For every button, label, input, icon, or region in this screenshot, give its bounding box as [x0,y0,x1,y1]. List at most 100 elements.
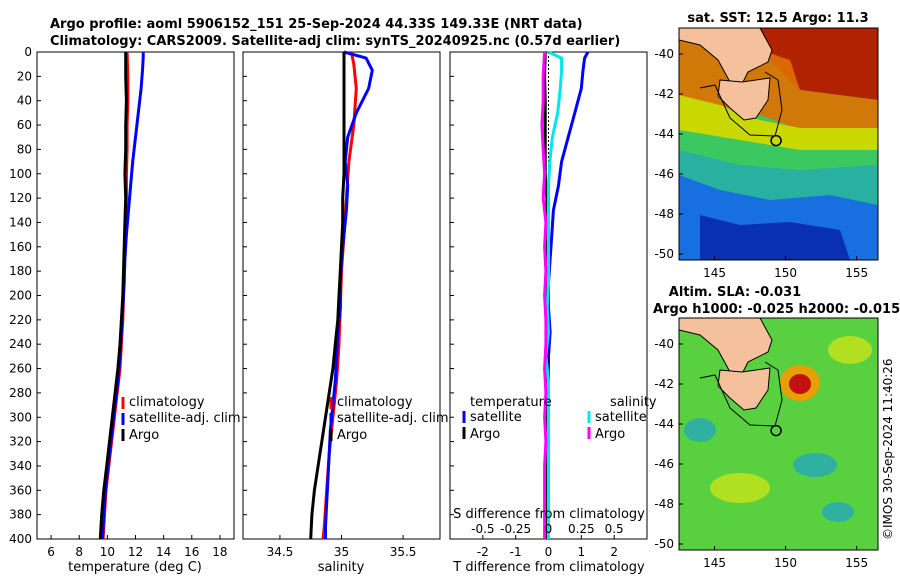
map-x-tick-label: 145 [703,266,726,280]
salinity-x-tick-label: 35 [334,545,349,559]
legend-label-s-satellite: satellite [595,410,647,425]
legend-label-argo: Argo [337,428,367,443]
series-line-salinity-argo [540,51,548,539]
copyright-credit: ©IMOS 30-Sep-2024 11:40:26 [881,358,895,540]
salinity-x-tick-label: 34.5 [267,545,294,559]
depth-tick-label: 60 [17,118,32,132]
sst-map-title: sat. SST: 12.5 Argo: 11.3 [687,11,868,26]
temperature-x-axis: 6 8 10 12 14 16 18 [37,51,228,559]
depth-tick-label: 400 [9,532,32,546]
difference-x-axis: -2 -1 0 1 2 [450,51,618,559]
depth-tick-label: 40 [17,94,32,108]
sla-bathymetry-contour [699,361,783,427]
salinity-series [309,50,374,540]
sla-map-title-1: Altim. SLA: -0.031 [669,285,801,300]
depth-tick-label: 340 [9,459,32,473]
depth-tick-label: 260 [9,362,32,376]
depth-tick-label: 280 [9,386,32,400]
legend-label-argo: Argo [129,428,159,443]
difference-x-tick-label: 2 [610,545,618,559]
difference-x-tick-label: -1 [510,545,522,559]
series-line-argo [309,52,346,540]
sla-high-eddy [789,374,811,394]
depth-tick-label: 80 [17,142,32,156]
depth-tick-label: 320 [9,435,32,449]
sst-front-region [679,95,878,150]
map-y-tick-label: -40 [654,337,674,351]
salinity-x-axis: 34.5 35 35.5 [243,51,416,559]
s-difference-tick-label: -0.25 [500,522,531,536]
difference-x-tick-label: -2 [477,545,489,559]
legend-label-climatology: climatology [129,395,205,410]
sla-argo-float-marker [770,424,782,437]
difference-x-tick-label: 0 [545,545,553,559]
depth-tick-label: 300 [9,410,32,424]
sst-map-field [679,28,878,260]
temperature-x-tick-label: 12 [128,545,143,559]
salinity-x-label: salinity [318,560,365,575]
legend-label-t-argo: Argo [470,427,500,442]
depth-tick-label: 120 [9,191,32,205]
temperature-x-tick-label: 8 [75,545,83,559]
depth-tick-label: 140 [9,215,32,229]
map-y-tick-label: -42 [654,87,674,101]
sla-map-panel: Altim. SLA: -0.031 Argo h1000: -0.025 h2… [653,285,900,570]
map-x-tick-label: 150 [774,266,797,280]
sla-map-frame [678,317,879,551]
series-line-argo [98,52,128,540]
series-line-salinity-satellite [544,50,564,539]
legend-label-satellite: satellite-adj. clim [129,411,241,426]
sla-elevated-patch-1 [710,473,770,503]
header-line-2: Climatology: CARS2009. Satellite-adj cli… [50,34,620,49]
map-y-tick-label: -46 [654,167,674,181]
map-x-tick-label: 150 [774,556,797,570]
s-difference-ticks: -0.5 -0.25 0 0.25 0.5 [471,522,624,536]
sst-map-panel: sat. SST: 12.5 Argo: 11.3 145 150 155 -40 -4… [654,11,879,280]
depth-tick-label: 160 [9,240,32,254]
depth-tick-label: 100 [9,167,32,181]
map-y-tick-label: -44 [654,127,674,141]
legend-label-t-satellite: satellite [470,410,522,425]
depth-tick-label: 360 [9,483,32,497]
sst-bathymetry-contour [699,71,783,137]
map-x-tick-label: 155 [845,556,868,570]
s-difference-label: S difference from climatology [453,507,645,522]
sla-low-patch-3 [822,502,854,522]
temperature-x-tick-label: 10 [100,545,115,559]
sla-low-patch-2 [684,418,716,442]
legend-header-temperature: temperature [470,395,552,410]
legend-label-climatology: climatology [337,395,413,410]
sst-argo-float-marker [770,134,782,147]
depth-tick-label: 180 [9,264,32,278]
depth-tick-label: 240 [9,337,32,351]
sst-map-frame [678,27,879,261]
s-difference-tick-label: 0.25 [568,522,595,536]
map-y-tick-label: -46 [654,457,674,471]
sla-map-title-2: Argo h1000: -0.025 h2000: -0.015 [653,302,900,317]
sst-coldest-region [700,215,850,260]
legend-label-s-argo: Argo [595,427,625,442]
sla-map-ticks: 145 150 155 -40 -42 -44 -46 -48 -50 [654,337,868,570]
sla-low-patch-1 [793,453,837,477]
salinity-legend: climatology satellite-adj. clim Argo [329,395,449,443]
temperature-legend: climatology satellite-adj. clim Argo [121,395,241,443]
header-line-1: Argo profile: aoml 5906152_151 25-Sep-20… [50,17,583,32]
s-difference-tick-label: 0.5 [605,522,624,536]
legend-header-salinity: salinity [610,395,657,410]
map-y-tick-label: -48 [654,497,674,511]
temperature-series [98,51,145,540]
temperature-x-tick-label: 14 [156,545,171,559]
temperature-panel: 0 20 40 60 80 100 120 140 160 180 200 220 240 260 280 3… [9,45,241,575]
sst-map-ticks: 145 150 155 -40 -42 -44 -46 -48 -50 [654,47,868,280]
difference-series [540,50,590,539]
depth-tick-label: 200 [9,289,32,303]
difference-legend: temperature salinity satellite Argo sate… [462,395,657,442]
s-difference-tick-label: -0.5 [471,522,494,536]
difference-panel: -2 -1 0 1 2 temperature salinity satellite A… [449,50,657,575]
sla-elevated-patch-2 [828,336,872,364]
map-y-tick-label: -50 [654,247,674,261]
sla-map-field [679,318,878,550]
difference-x-tick-label: 1 [578,545,586,559]
depth-tick-label: 380 [9,508,32,522]
